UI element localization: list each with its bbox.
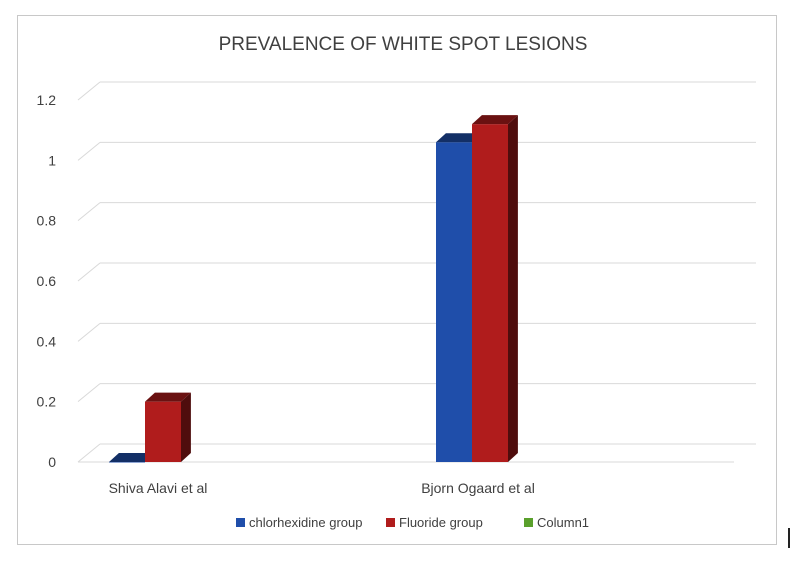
bar — [436, 142, 472, 462]
y-tick-label: 0.8 — [37, 213, 57, 229]
legend-label: Fluoride group — [399, 515, 483, 530]
chart-title: PREVALENCE OF WHITE SPOT LESIONS — [219, 34, 588, 55]
legend-swatch — [524, 518, 533, 527]
y-tick-label: 0.6 — [37, 273, 57, 289]
text-cursor-mark — [788, 528, 790, 548]
bar — [472, 124, 508, 462]
gridline-depth — [77, 141, 101, 161]
y-axis-ticks: 0 0.2 0.4 0.6 0.8 1 1.2 — [37, 92, 57, 470]
legend-label: chlorhexidine group — [249, 515, 362, 530]
grid-lines — [77, 81, 756, 463]
legend-label: Column1 — [537, 515, 589, 530]
gridline-depth — [77, 202, 101, 222]
y-tick-label: 0.4 — [37, 333, 57, 349]
gridline-depth — [77, 383, 101, 403]
bar — [109, 462, 145, 463]
y-tick-label: 0 — [48, 454, 56, 470]
y-tick-label: 0.2 — [37, 394, 57, 410]
legend-swatch — [236, 518, 245, 527]
legend-swatch — [386, 518, 395, 527]
bar — [145, 401, 181, 462]
y-tick-label: 1.2 — [37, 92, 57, 108]
gridline-depth — [77, 262, 101, 282]
bar-top — [436, 133, 482, 143]
bar-top — [109, 453, 155, 462]
bar-top — [472, 115, 518, 125]
x-axis-categories: Shiva Alavi et al Bjorn Ogaard et al — [109, 480, 535, 496]
legend: chlorhexidine group Fluoride group Column1 — [236, 515, 589, 530]
gridline-depth — [77, 443, 101, 463]
x-category-label: Bjorn Ogaard et al — [421, 480, 535, 496]
bar-side — [508, 115, 518, 462]
bar-side — [181, 392, 191, 462]
gridline-depth — [77, 81, 101, 101]
gridline-depth — [77, 322, 101, 342]
bar-top — [145, 392, 191, 402]
y-tick-label: 1 — [48, 152, 56, 168]
x-category-label: Shiva Alavi et al — [109, 480, 208, 496]
bars — [109, 115, 518, 463]
